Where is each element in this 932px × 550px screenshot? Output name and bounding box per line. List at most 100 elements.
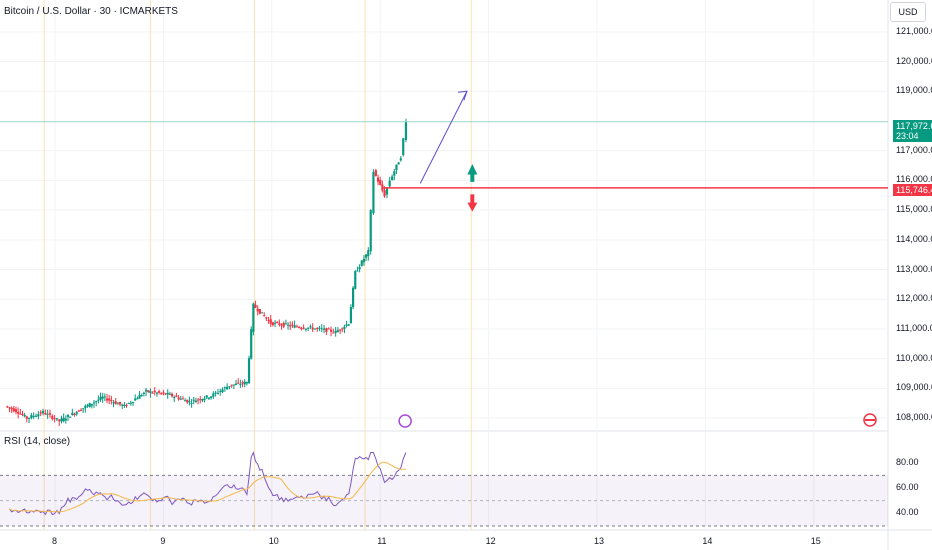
candle-body <box>108 398 111 401</box>
candle-body <box>343 326 346 329</box>
bar-countdown: 23:04 <box>896 131 919 141</box>
candle-body <box>336 330 340 333</box>
candle-body <box>147 390 150 392</box>
candle-body <box>44 413 47 415</box>
candle-body <box>379 180 382 185</box>
candle-body <box>131 401 135 403</box>
candle-body <box>304 328 308 330</box>
candle-body <box>142 392 145 394</box>
candle-body <box>269 319 272 324</box>
candle-body <box>105 398 109 401</box>
time-tick-label: 11 <box>377 536 387 546</box>
candle-body <box>280 324 283 326</box>
time-tick-label: 15 <box>810 536 821 546</box>
candle-body <box>79 409 83 411</box>
candle-body <box>399 158 402 161</box>
price-tick-label: 109,000.00 <box>896 382 932 393</box>
candle-body <box>388 180 391 187</box>
price-scale-bg <box>888 0 932 550</box>
candle-body <box>402 138 405 156</box>
candle-body <box>332 332 335 334</box>
candle-body <box>144 389 148 392</box>
candle-body <box>199 399 202 401</box>
candle-body <box>325 328 328 333</box>
candle-body <box>247 358 251 383</box>
candle-body <box>360 260 363 266</box>
candle-body <box>97 399 100 401</box>
current-price-value: 117,972.67 <box>896 121 932 131</box>
candle-body <box>256 308 259 312</box>
candle-body <box>77 410 80 412</box>
candle-body <box>88 403 91 408</box>
candle-body <box>149 391 152 393</box>
candle-body <box>313 328 317 330</box>
chart-title: Bitcoin / U.S. Dollar · 30 · ICMARKETS <box>4 6 178 17</box>
candle-body <box>367 250 370 256</box>
candle-body <box>316 327 319 329</box>
rsi-title: RSI (14, close) <box>4 436 71 447</box>
candle-body <box>170 393 174 397</box>
sell-arrow-icon <box>467 194 478 212</box>
candle-body <box>34 415 38 417</box>
candle-body <box>209 396 213 398</box>
candle-body <box>265 317 268 319</box>
candle-body <box>90 403 93 406</box>
price-tick-label: 116,000.00 <box>896 174 932 185</box>
candles <box>6 118 408 427</box>
candle-body <box>338 329 342 331</box>
candle-body <box>151 392 154 394</box>
candle-body <box>134 398 137 401</box>
price-tick-label: 111,000.00 <box>896 322 932 333</box>
candle-body <box>228 386 231 388</box>
drawings[interactable] <box>0 90 888 428</box>
candle-body <box>62 417 65 422</box>
candle-body <box>125 405 128 407</box>
level-price-tag: 115,746.40 <box>893 184 932 196</box>
candle-body <box>166 392 169 395</box>
candle-body <box>223 387 226 389</box>
rsi-line <box>9 450 407 516</box>
rsi-tick-label: 60.00 <box>896 482 919 492</box>
candle-body <box>162 392 165 394</box>
candle-body <box>10 407 13 410</box>
candle-body <box>30 415 33 419</box>
candle-body <box>203 398 206 400</box>
candle-body <box>320 328 323 330</box>
time-tick-label: 9 <box>160 536 166 546</box>
candle-body <box>175 395 178 397</box>
candle-body <box>404 121 408 140</box>
candle-body <box>298 326 301 328</box>
candle-body <box>112 402 115 404</box>
candle-body <box>173 397 176 399</box>
candle-body <box>278 323 281 325</box>
currency-button[interactable]: USD <box>890 2 926 22</box>
candle-body <box>354 271 357 289</box>
time-tick-label: 10 <box>268 536 279 546</box>
candle-body <box>19 413 22 415</box>
level-price-value: 115,746.40 <box>896 185 932 195</box>
candle-body <box>73 413 76 415</box>
candle-body <box>46 413 49 415</box>
candle-body <box>254 304 257 308</box>
candle-body <box>276 321 279 323</box>
candle-body <box>365 254 368 258</box>
candle-body <box>219 390 222 392</box>
candle-body <box>381 184 384 191</box>
candle-body <box>160 392 163 394</box>
candle-body <box>27 417 31 419</box>
candle-body <box>95 401 98 403</box>
candle-body <box>263 315 266 317</box>
candle-body <box>358 266 361 270</box>
rsi-pane <box>0 450 888 527</box>
candle-body <box>349 307 353 324</box>
candle-body <box>334 330 337 333</box>
event-marker-icon <box>398 414 412 428</box>
candle-body <box>194 400 198 403</box>
candle-body <box>37 414 40 417</box>
price-tick-label: 114,000.00 <box>896 233 932 244</box>
candle-body <box>21 413 24 415</box>
candle-body <box>372 172 375 214</box>
candle-body <box>284 323 287 325</box>
